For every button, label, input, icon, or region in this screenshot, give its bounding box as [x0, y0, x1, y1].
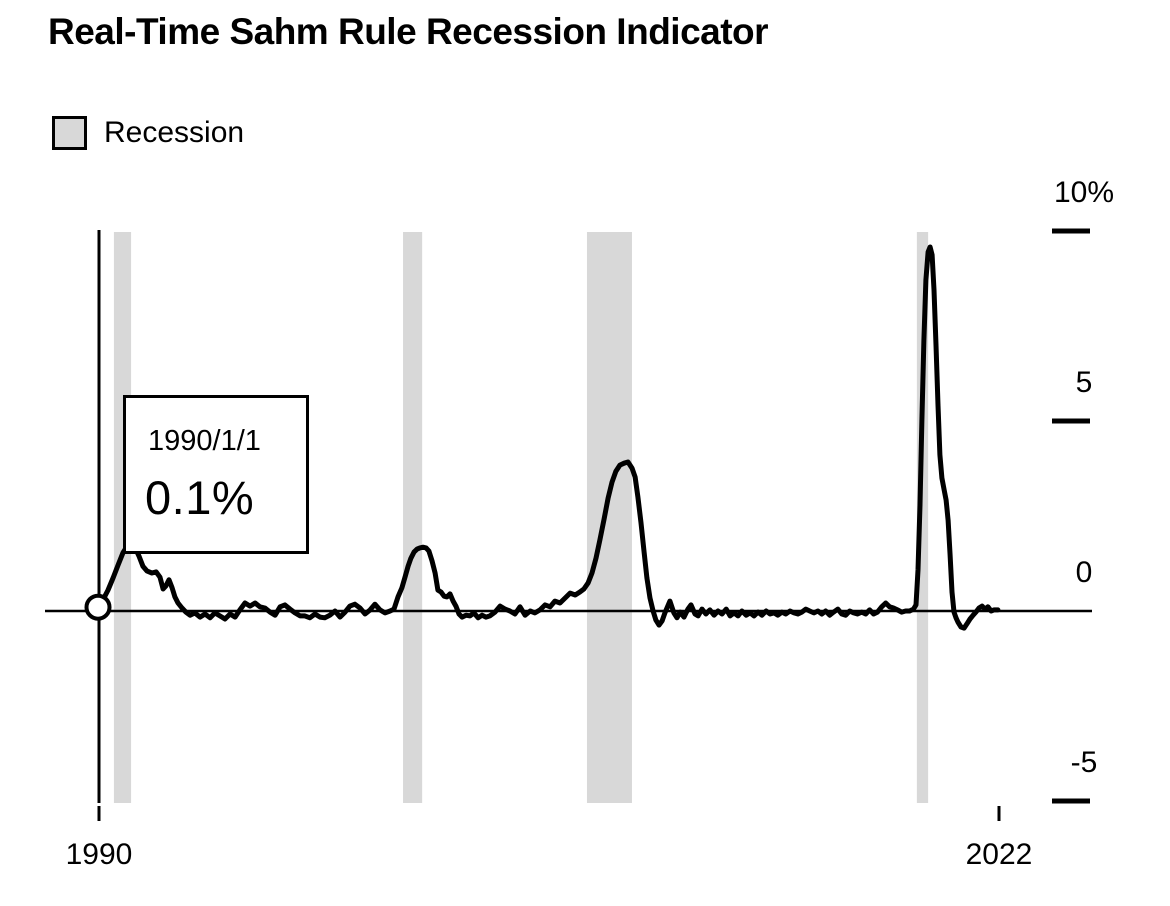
series-line	[96, 244, 1001, 631]
start-marker	[84, 593, 112, 621]
chart-title: Real-Time Sahm Rule Recession Indicator	[48, 11, 769, 52]
tooltip-date: 1990/1/1	[148, 425, 261, 457]
tooltip: 1990/1/1 0.1%	[123, 395, 309, 554]
x-tick-label: 1990	[65, 838, 133, 871]
y-tick-label: 10%	[1053, 176, 1115, 209]
y-tick-label: -5	[1070, 746, 1098, 779]
recession-band	[113, 232, 132, 803]
recession-band	[916, 232, 929, 803]
y-tick-label: 5	[1075, 366, 1093, 399]
legend-label: Recession	[104, 116, 245, 149]
y-tick-label: 0	[1075, 556, 1093, 589]
x-tick-label: 2022	[965, 838, 1033, 871]
tooltip-value: 0.1%	[145, 471, 255, 524]
legend: Recession	[52, 116, 244, 150]
recession-band	[586, 232, 632, 803]
recession-band	[403, 232, 423, 803]
recession-band-swatch-icon	[52, 116, 87, 150]
